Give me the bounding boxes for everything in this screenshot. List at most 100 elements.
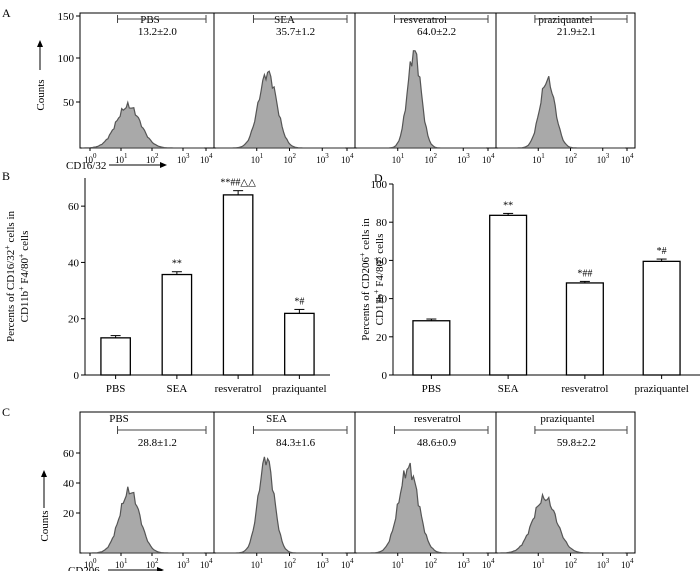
- panel-C-gate-value: 28.8±1.2: [138, 437, 177, 449]
- panel-A-xtick-label: 104: [200, 152, 213, 165]
- panel-B-ylabel-line2-part: cells: [19, 231, 31, 254]
- panel-C-xtick-label: 102: [284, 557, 297, 570]
- panel-C-xtick-exp: 4: [630, 557, 634, 565]
- panel-D-ylabel-line1: Percents of CD206+ cells in: [358, 218, 372, 341]
- panel-D-ylabel-line2-part: +: [372, 256, 381, 261]
- panel-A-gate-value: 35.7±1.2: [276, 26, 315, 38]
- panel-A-xtick-label: 101: [115, 152, 128, 165]
- panel-A-xtick-exp: 2: [155, 152, 159, 160]
- panel-C-xtick-label: 102: [565, 557, 578, 570]
- panel-A-xlabel-arrow-head: [160, 162, 167, 168]
- panel-A-counts-arrow-head: [37, 40, 43, 47]
- panel-D-ytick-label: 80: [376, 217, 388, 229]
- panel-A-ytick-label: 100: [58, 53, 75, 65]
- panel-A-gate-value: 64.0±2.2: [417, 26, 456, 38]
- panel-D-ylabel-line2-part: cells: [374, 234, 386, 257]
- panel-C-xtick-exp: 2: [293, 557, 297, 565]
- panel-C-gate-value: 84.3±1.6: [276, 437, 316, 449]
- panel-A-xtick-label: 103: [177, 152, 190, 165]
- panel-B-significance: **##△△: [220, 178, 256, 189]
- panel-A-histogram: [498, 75, 625, 149]
- panel-B-ylabel-line1-part: +: [3, 245, 12, 250]
- panel-A-histogram: [82, 100, 204, 149]
- panel-C-letter: C: [2, 405, 10, 419]
- panel-A-group-title: praziquantel: [538, 14, 592, 26]
- panel-C-xtick-label: 101: [392, 557, 405, 570]
- panel-D-ytick-label: 60: [376, 255, 388, 267]
- panel-B-ylabel-line1-part: cells in: [5, 211, 17, 246]
- panel-C-ytick-label: 40: [63, 478, 75, 490]
- panel-C-xtick-exp: 4: [350, 557, 354, 565]
- panel-C-histogram: [216, 456, 345, 554]
- panel-C-xtick-exp: 1: [541, 557, 545, 565]
- panel-C-xtick-label: 101: [532, 557, 545, 570]
- panel-A-xtick-exp: 4: [350, 152, 354, 160]
- panel-D-ylabel-line2: CD11b+ F4/80+ cells: [372, 234, 386, 326]
- panel-A-group-title: SEA: [274, 14, 295, 26]
- panel-D-ytick-label: 100: [371, 179, 388, 191]
- panel-A-xtick-label: 102: [565, 152, 578, 165]
- panel-B-category-label: PBS: [106, 383, 126, 395]
- panel-C-xtick-exp: 2: [155, 557, 159, 565]
- panel-D-category-label: resveratrol: [561, 383, 608, 395]
- panel-A-xtick-label: 102: [146, 152, 159, 165]
- panel-C-xlabel-arrow-head: [157, 567, 164, 571]
- panel-B-category-label: praziquantel: [272, 383, 326, 395]
- panel-D-bar: [565, 282, 604, 376]
- panel-D-ylabel-line1-part: cells in: [360, 218, 372, 253]
- panel-B-ylabel-line1: Percents of CD16/32+ cells in: [3, 211, 17, 342]
- panel-D-ytick-label: 40: [376, 294, 388, 306]
- panel-B-letter: B: [2, 169, 10, 183]
- panel-C-histogram: [82, 486, 204, 554]
- panel-C-box: [213, 411, 356, 554]
- panel-C-xtick-exp: 4: [209, 557, 213, 565]
- panel-C-xtick-exp: 3: [606, 557, 610, 565]
- panel-D-ytick-label: 0: [382, 370, 388, 382]
- panel-A-xtick-exp: 4: [630, 152, 634, 160]
- panel-C-gate-value: 48.6±0.9: [417, 437, 457, 449]
- panel-B-ytick-label: 20: [68, 314, 80, 326]
- panel-C-xtick-label: 101: [251, 557, 264, 570]
- panel-C-xtick-exp: 2: [574, 557, 578, 565]
- panel-C-xtick-label: 103: [316, 557, 329, 570]
- panel-B-bar: [100, 337, 131, 376]
- panel-A-histogram: [357, 50, 486, 149]
- panel-A-xtick-exp: 4: [209, 152, 213, 160]
- panel-A-group-title: PBS: [140, 14, 160, 26]
- panel-C-group-title: SEA: [266, 413, 287, 425]
- panel-A-xtick-label: 102: [425, 152, 438, 165]
- panel-C-box: [79, 411, 215, 554]
- panel-C-xtick-exp: 0: [93, 557, 97, 565]
- panel-B-category-label: resveratrol: [215, 383, 262, 395]
- panel-C-xtick-exp: 2: [434, 557, 438, 565]
- panel-A-histogram: [216, 70, 345, 149]
- panel-C-xtick-exp: 1: [401, 557, 405, 565]
- panel-B-bar: [284, 312, 315, 376]
- panel-A-xtick-label: 104: [482, 152, 495, 165]
- panel-C-box: [354, 411, 497, 554]
- panel-C-counts-arrow-head: [41, 470, 47, 477]
- panel-A-ytick-label: 50: [63, 97, 75, 109]
- panel-C-counts-label: Counts: [39, 510, 51, 541]
- panel-D-significance: **: [503, 200, 513, 211]
- panel-C-xtick-exp: 3: [466, 557, 470, 565]
- panel-A-xtick-exp: 2: [434, 152, 438, 160]
- panel-B-bar: [222, 194, 254, 376]
- panel-B-ytick-label: 0: [74, 370, 80, 382]
- panel-D-ylabel-line2-part: +: [372, 289, 381, 294]
- panel-D-ytick-label: 20: [376, 332, 388, 344]
- panel-B-ytick-label: 40: [68, 257, 80, 269]
- panel-D-ylabel-line1-part: +: [358, 252, 367, 257]
- panel-A-gate-value: 13.2±2.0: [138, 26, 178, 38]
- panel-B-ylabel-line2-part: CD11b: [19, 291, 31, 323]
- panel-C-xtick-label: 101: [115, 557, 128, 570]
- panel-D-ylabel-line1-part: Percents of CD206: [360, 257, 372, 341]
- panel-C-xtick-label: 103: [457, 557, 470, 570]
- panel-A-xtick-exp: 0: [93, 152, 97, 160]
- panel-C-xtick-label: 103: [177, 557, 190, 570]
- panel-C-xtick-label: 103: [597, 557, 610, 570]
- panel-B-significance: *#: [294, 296, 304, 307]
- panel-D-bar: [489, 214, 528, 376]
- panel-C-xtick-exp: 4: [491, 557, 495, 565]
